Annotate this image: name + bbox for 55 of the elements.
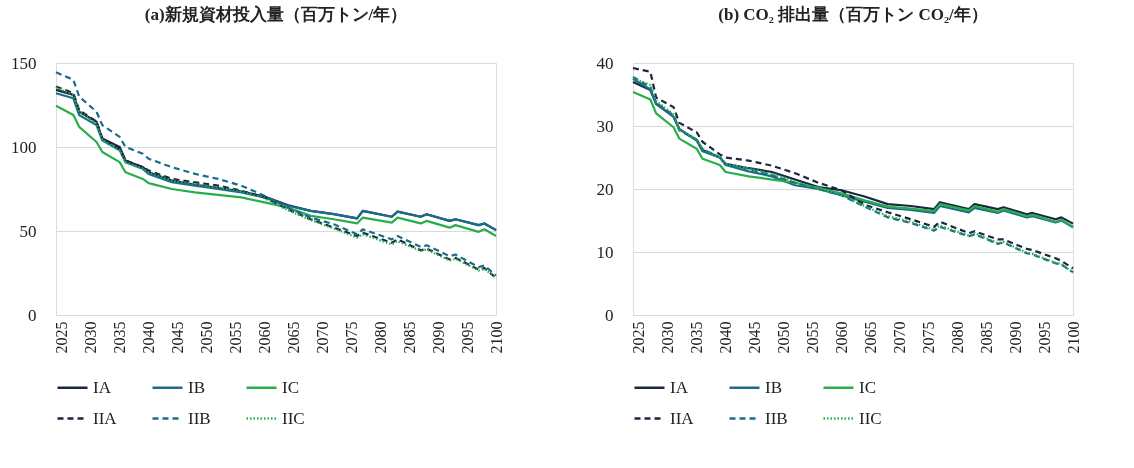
x-tick-label: 2070 [890,321,908,354]
x-tick-label: 2075 [919,321,937,354]
legend-label: IB [188,377,205,397]
y-tick-label: 40 [596,53,614,73]
x-tick-label: 2060 [832,321,850,354]
x-tick-label: 2090 [1006,321,1024,354]
x-tick-label: 2095 [458,321,476,354]
chart-title: (b) CO₂ 排出量（百万トン CO₂/年） [718,5,988,24]
legend-label: IIB [188,408,211,428]
x-tick-label: 2065 [861,321,879,354]
x-tick-label: 2040 [140,321,158,354]
x-tick-label: 2035 [688,321,706,354]
x-tick-label: 2030 [82,321,100,354]
legend-label: IA [93,377,112,397]
x-tick-label: 2100 [1064,321,1082,354]
x-tick-label: 2065 [284,321,302,354]
x-tick-label: 2080 [948,321,966,354]
x-tick-label: 2025 [53,321,71,354]
y-tick-label: 100 [11,137,37,157]
x-tick-label: 2070 [313,321,331,354]
legend-label: IA [670,377,689,397]
x-tick-label: 2050 [198,321,216,354]
x-tick-label: 2025 [630,321,648,354]
y-tick-label: 150 [11,53,37,73]
x-tick-label: 2050 [775,321,793,354]
legend-label: IIA [93,408,118,428]
x-tick-label: 2085 [400,321,418,354]
x-tick-label: 2100 [487,321,505,354]
x-tick-label: 2030 [659,321,677,354]
y-tick-label: 50 [19,221,37,241]
x-tick-label: 2090 [429,321,447,354]
x-tick-label: 2095 [1035,321,1053,354]
x-tick-label: 2080 [371,321,389,354]
y-tick-label: 10 [596,242,614,262]
legend-label: IIC [282,408,305,428]
chart-title: (a)新規資材投入量（百万トン/年） [144,5,408,24]
legend-label: IC [282,377,299,397]
y-tick-label: 30 [596,116,614,136]
x-tick-label: 2040 [717,321,735,354]
y-tick-label: 0 [28,305,37,325]
legend-label: IIB [765,408,788,428]
legend-label: IIC [859,408,882,428]
y-tick-label: 0 [605,305,614,325]
legend-label: IB [765,377,782,397]
legend-label: IIA [670,408,695,428]
x-tick-label: 2085 [977,321,995,354]
legend-label: IC [859,377,876,397]
y-tick-label: 20 [596,179,614,199]
x-tick-label: 2035 [111,321,129,354]
x-tick-label: 2055 [226,321,244,354]
x-tick-label: 2045 [746,321,764,354]
x-tick-label: 2055 [803,321,821,354]
x-tick-label: 2075 [342,321,360,354]
x-tick-label: 2060 [255,321,273,354]
x-tick-label: 2045 [169,321,187,354]
